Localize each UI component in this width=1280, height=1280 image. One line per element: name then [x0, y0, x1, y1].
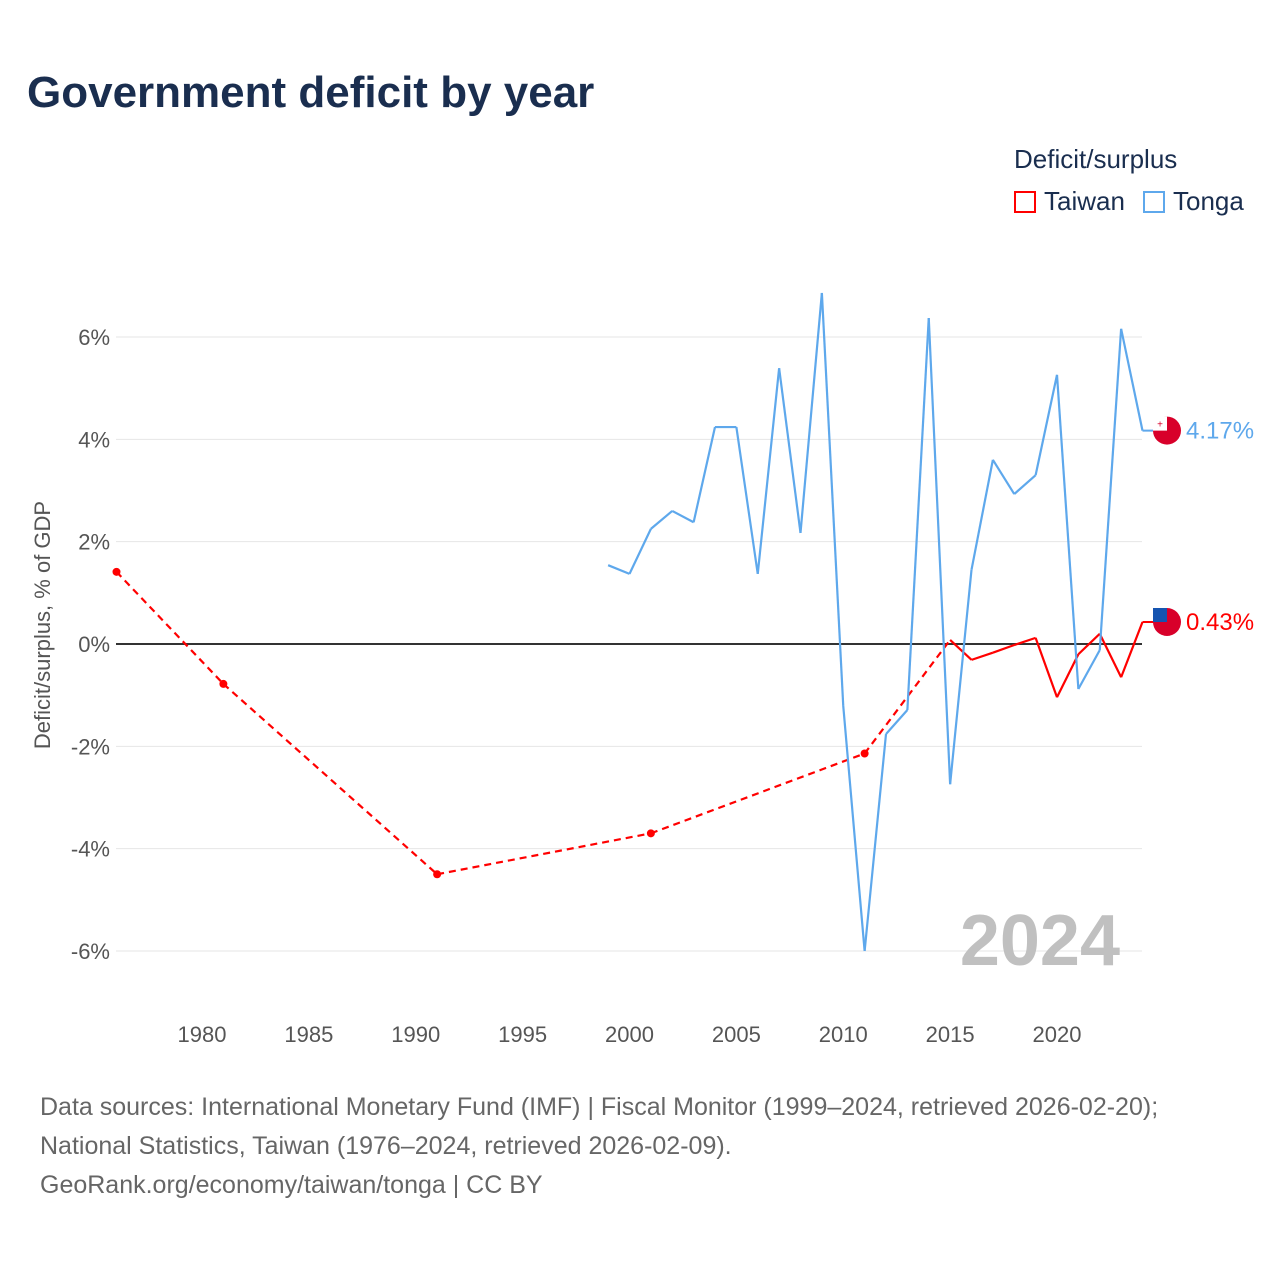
y-axis-label: Deficit/surplus, % of GDP	[30, 501, 55, 749]
series-segment-tonga	[607, 564, 630, 575]
chart-title: Government deficit by year	[27, 68, 595, 117]
series-segment-tonga	[628, 528, 652, 575]
x-tick-label: 1995	[498, 1022, 547, 1047]
series-segment-taiwan	[1077, 632, 1101, 656]
y-tick-label: -4%	[71, 837, 110, 862]
y-tick-label: 0%	[78, 632, 110, 657]
y-tick-label: -2%	[71, 734, 110, 759]
series-segment-tonga	[778, 368, 802, 534]
taiwan-flag-canton	[1153, 607, 1167, 622]
x-tick-label: 2015	[926, 1022, 975, 1047]
series-segment-tonga	[1120, 328, 1144, 431]
tonga-flag-canton	[1153, 416, 1167, 431]
series-segment-tonga	[885, 709, 909, 735]
series-segment-taiwan	[1013, 636, 1036, 647]
series-segment-tonga	[671, 509, 695, 524]
series-segment-taiwan	[222, 683, 438, 876]
series-segment-tonga	[1034, 374, 1059, 476]
legend-swatch-taiwan	[1014, 190, 1036, 213]
y-tick-label: 2%	[78, 530, 110, 555]
y-tick-label: -6%	[71, 939, 110, 964]
series-segment-tonga	[1077, 649, 1101, 690]
series-segment-tonga	[650, 510, 673, 530]
end-value-label: 0.43%	[1186, 609, 1254, 636]
series-segment-taiwan	[1120, 621, 1144, 678]
data-point-taiwan	[219, 679, 228, 688]
y-tick-label: 6%	[78, 325, 110, 350]
series-segment-tonga	[799, 292, 823, 534]
x-tick-label: 1980	[178, 1022, 227, 1047]
legend-label: Taiwan	[1044, 186, 1125, 216]
series-segment-taiwan	[650, 752, 866, 835]
series-segment-tonga	[820, 292, 845, 706]
end-value-label: 4.17%	[1186, 418, 1254, 445]
series-segment-taiwan	[949, 639, 973, 661]
series-segment-tonga	[842, 705, 866, 952]
legend-swatch-tonga	[1143, 190, 1165, 213]
year-watermark: 2024	[960, 901, 1120, 981]
data-point-taiwan	[860, 749, 869, 758]
data-point-taiwan	[433, 870, 442, 879]
x-tick-label: 1985	[284, 1022, 333, 1047]
source-link[interactable]: GeoRank.org/economy/taiwan/tonga | CC BY	[40, 1171, 543, 1199]
series-segment-tonga	[692, 426, 717, 523]
legend-label: Tonga	[1173, 186, 1244, 216]
series-segment-tonga	[906, 317, 930, 711]
series-segment-tonga	[1098, 328, 1123, 651]
series-segment-tonga	[927, 317, 952, 785]
series-segment-tonga	[991, 459, 1016, 495]
series-segment-taiwan	[115, 571, 225, 685]
legend-item-taiwan[interactable]: Taiwan	[1014, 186, 1125, 217]
series-segment-tonga	[756, 368, 781, 575]
series-segment-tonga	[735, 426, 759, 575]
y-tick-label: 4%	[78, 427, 110, 452]
x-tick-label: 2000	[605, 1022, 654, 1047]
series-segment-taiwan	[1034, 637, 1059, 698]
x-tick-label: 2005	[712, 1022, 761, 1047]
source-note: Data sources: International Monetary Fun…	[40, 1088, 1158, 1205]
x-tick-label: 2010	[819, 1022, 868, 1047]
series-segment-taiwan	[971, 651, 994, 661]
legend-item-tonga[interactable]: Tonga	[1143, 186, 1244, 217]
x-tick-label: 1990	[391, 1022, 440, 1047]
series-segment-tonga	[1055, 374, 1080, 690]
series-segment-tonga	[970, 459, 994, 571]
series-segment-taiwan	[1056, 653, 1080, 698]
series-segment-tonga	[949, 569, 973, 785]
source-line: Data sources: International Monetary Fun…	[40, 1093, 1159, 1121]
series-segment-taiwan	[992, 643, 1015, 654]
data-point-taiwan	[646, 829, 655, 838]
series-segment-tonga	[863, 733, 888, 952]
series-segment-taiwan	[436, 832, 652, 876]
series-segment-tonga	[1013, 474, 1037, 495]
legend-title: Deficit/surplus	[1014, 144, 1178, 174]
source-line: National Statistics, Taiwan (1976–2024, …	[40, 1132, 732, 1160]
data-point-taiwan	[112, 567, 121, 576]
series-segment-taiwan	[1098, 633, 1123, 678]
x-tick-label: 2020	[1033, 1022, 1082, 1047]
tonga-flag-cross: +	[1157, 420, 1163, 431]
